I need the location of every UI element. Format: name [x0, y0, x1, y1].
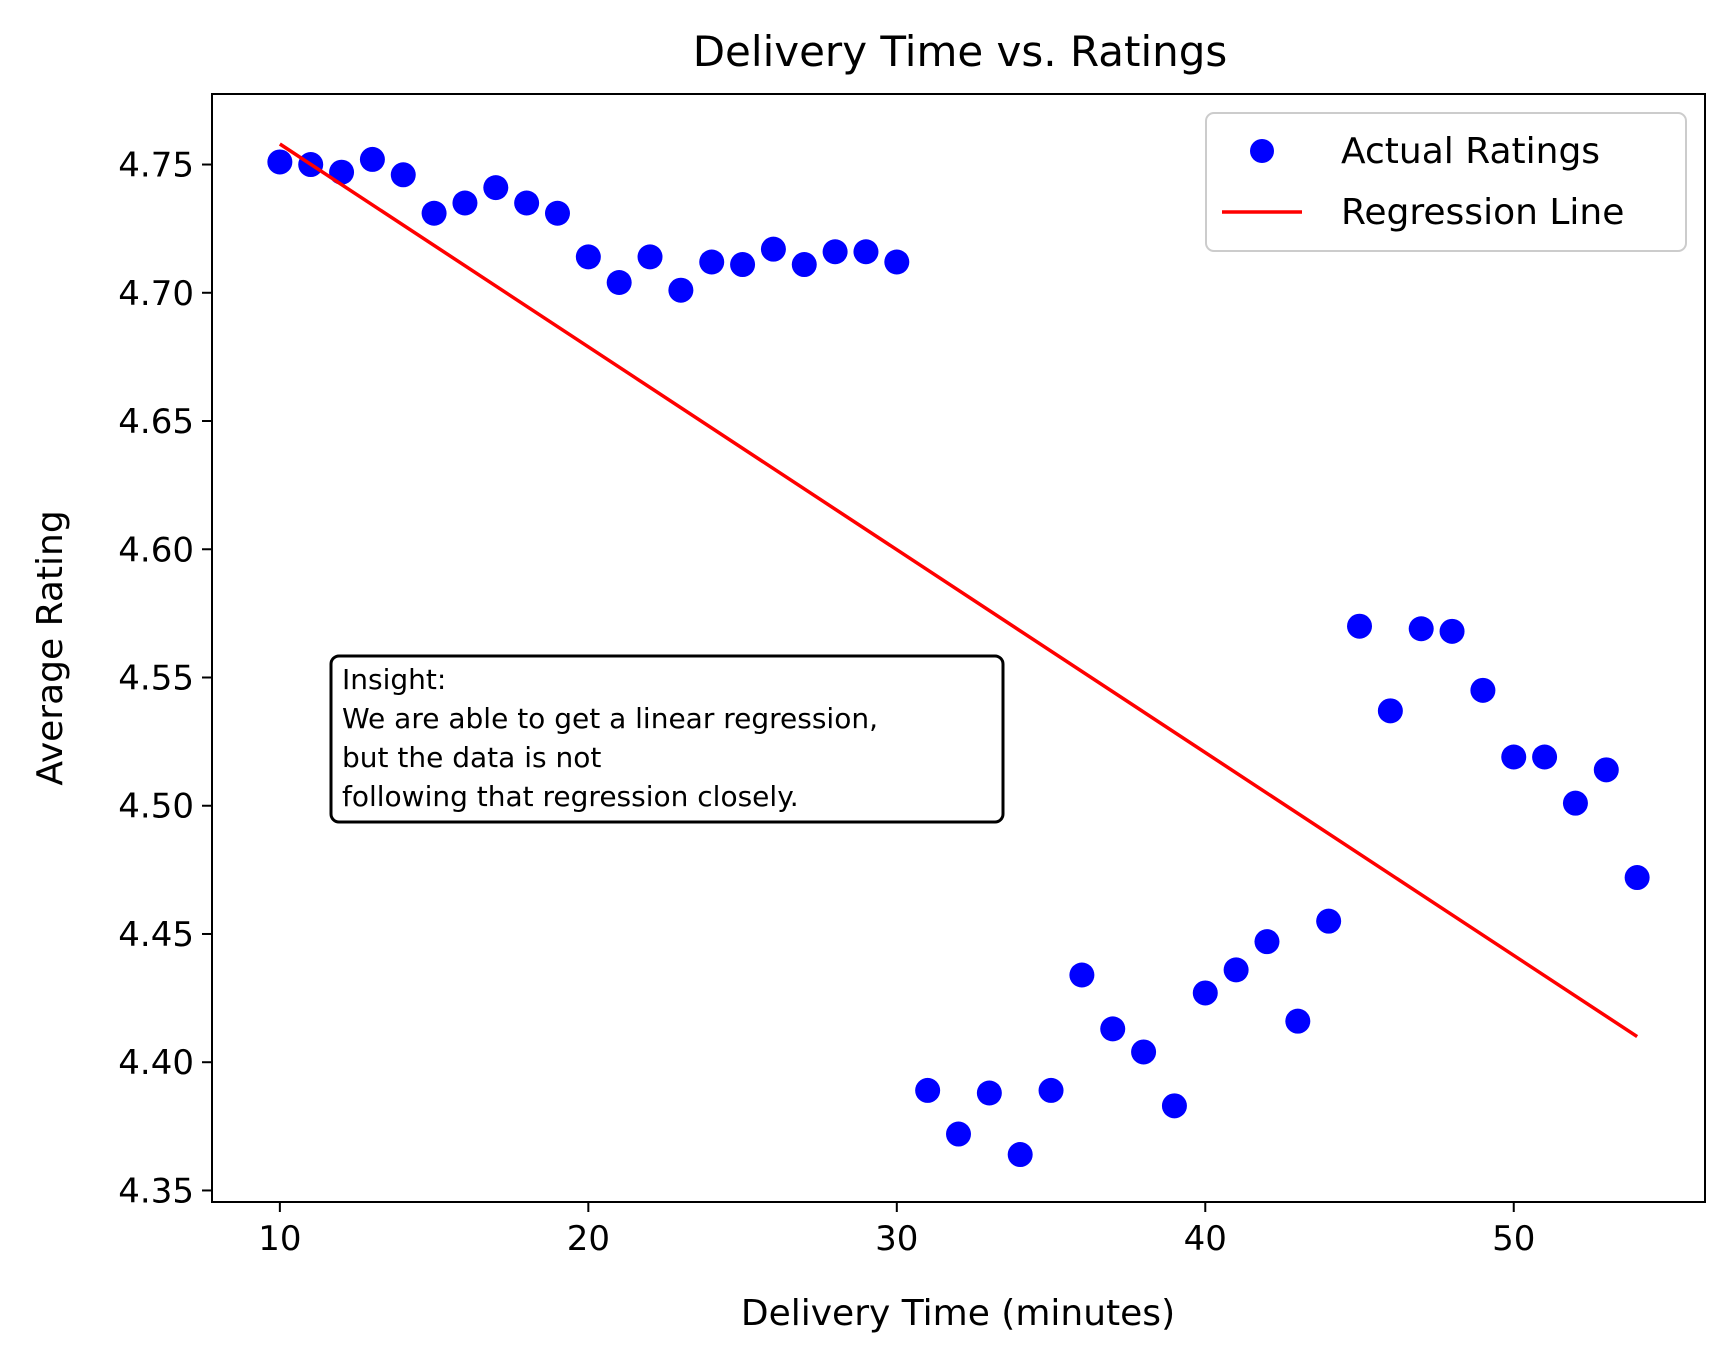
- x-tick-label: 40: [1184, 1219, 1227, 1259]
- annotation-line: We are able to get a linear regression,: [342, 702, 878, 735]
- data-point: [915, 1077, 941, 1103]
- series-layer: [267, 142, 1650, 1168]
- plot-area: 10 20 30 40 50 4.354.404.454.504.554.604.654…: [118, 93, 1706, 1259]
- data-point: [1532, 744, 1558, 770]
- data-point: [1254, 929, 1280, 955]
- data-point: [1069, 962, 1095, 988]
- data-point: [1038, 1077, 1064, 1103]
- data-point: [421, 200, 447, 226]
- data-point: [637, 244, 663, 270]
- legend: Actual Ratings Regression Line: [1205, 112, 1687, 252]
- y-tick-label: 4.50: [118, 787, 194, 827]
- legend-box: [1205, 112, 1687, 252]
- y-tick-label: 4.75: [118, 146, 194, 186]
- data-point: [1347, 613, 1373, 639]
- legend-marker-scatter: [1250, 139, 1274, 163]
- axes-frame: [211, 93, 1706, 1203]
- x-tick-label: 10: [258, 1219, 301, 1259]
- data-point: [452, 190, 478, 216]
- y-tick-label: 4.65: [118, 402, 194, 442]
- data-point: [606, 270, 632, 296]
- data-point: [1285, 1008, 1311, 1034]
- data-point: [1562, 790, 1588, 816]
- regression-line: [278, 142, 1639, 1039]
- data-point: [359, 146, 385, 172]
- y-tick-label: 4.70: [118, 274, 194, 314]
- data-point: [1192, 980, 1218, 1006]
- data-point: [483, 175, 509, 201]
- y-tick-label: 4.60: [118, 530, 194, 570]
- annotation-line: following that regression closely.: [342, 780, 799, 813]
- x-axis-label: Delivery Time (minutes): [741, 1293, 1175, 1334]
- legend-label: Regression Line: [1341, 192, 1624, 233]
- data-point: [853, 239, 879, 265]
- data-point: [822, 239, 848, 265]
- data-point: [730, 252, 756, 278]
- y-tick-label: 4.40: [118, 1043, 194, 1083]
- data-point: [575, 244, 601, 270]
- data-point: [1501, 744, 1527, 770]
- data-point: [1470, 677, 1496, 703]
- data-point: [1593, 757, 1619, 783]
- data-point: [1131, 1039, 1157, 1065]
- y-axis: 4.35 4.40 4.45 4.50 4.55 4.60 4.65 4.70 4.75: [118, 146, 212, 1211]
- data-point: [760, 236, 786, 262]
- data-point: [267, 149, 293, 175]
- data-point: [1316, 908, 1342, 934]
- data-point: [1624, 865, 1650, 891]
- data-point: [514, 190, 540, 216]
- y-tick-label: 4.45: [118, 915, 194, 955]
- chart-title: Delivery Time vs. Ratings: [693, 27, 1228, 76]
- data-point: [1377, 698, 1403, 724]
- y-axis-label: Average Rating: [30, 510, 71, 785]
- data-point: [1007, 1142, 1033, 1168]
- data-point: [1161, 1093, 1187, 1119]
- data-point: [1223, 957, 1249, 983]
- annotation-line: but the data is not: [342, 741, 601, 774]
- x-axis: 10 20 30 40 50: [258, 1202, 1535, 1259]
- annotation-line: Insight:: [342, 663, 446, 696]
- data-point: [668, 277, 694, 303]
- x-tick-label: 20: [567, 1219, 610, 1259]
- data-point: [1439, 618, 1465, 644]
- data-point: [329, 159, 355, 185]
- y-tick-label: 4.35: [118, 1171, 194, 1211]
- x-tick-label: 30: [875, 1219, 918, 1259]
- insight-annotation: Insight: We are able to get a linear reg…: [329, 654, 1005, 824]
- data-point: [946, 1121, 971, 1147]
- data-point: [884, 249, 910, 275]
- data-point: [699, 249, 725, 275]
- data-point: [1100, 1016, 1126, 1042]
- x-tick-label: 50: [1492, 1219, 1535, 1259]
- data-point: [976, 1080, 1002, 1106]
- data-point: [1408, 616, 1434, 642]
- y-tick-label: 4.55: [118, 658, 194, 698]
- data-point: [544, 200, 570, 226]
- legend-label: Actual Ratings: [1341, 131, 1600, 172]
- annotation-box: [329, 654, 1005, 824]
- data-point: [390, 162, 416, 188]
- data-point: [791, 252, 817, 278]
